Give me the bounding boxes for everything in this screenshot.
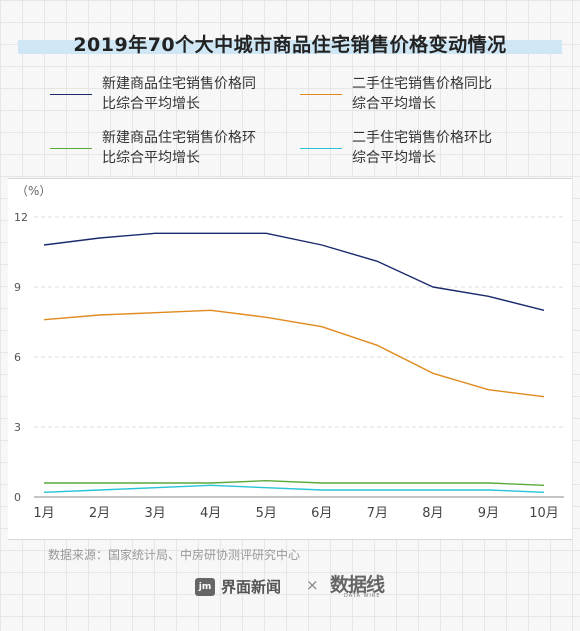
legend-swatch-second-mom bbox=[300, 147, 342, 149]
x-tick-label: 9月 bbox=[478, 506, 499, 521]
footer: jm 界面新闻 × 数据线 DATA WIRE bbox=[0, 570, 580, 604]
legend-label-second-mom: 二手住宅销售价格环比综合平均增长 bbox=[352, 130, 492, 166]
data-source: 数据来源：国家统计局、中房研协测评研究中心 bbox=[48, 548, 301, 562]
series-line-1 bbox=[43, 309, 545, 398]
x-tick-label: 8月 bbox=[422, 506, 443, 521]
legend-label-new-yoy: 新建商品住宅销售价格同比综合平均增长 bbox=[102, 76, 256, 112]
chart-title: 2019年70个大中城市商品住宅销售价格变动情况 bbox=[73, 34, 507, 56]
x-tick-label: 7月 bbox=[367, 506, 388, 521]
y-unit-label: （%） bbox=[16, 184, 51, 198]
data-wire-logo: 数据线 bbox=[330, 574, 385, 596]
x-tick-label: 1月 bbox=[33, 506, 54, 521]
times-separator: × bbox=[306, 576, 319, 594]
series-line-2 bbox=[44, 480, 545, 486]
legend: 新建商品住宅销售价格同比综合平均增长 二手住宅销售价格同比综合平均增长 新建商品… bbox=[0, 66, 580, 176]
legend-label-second-yoy: 二手住宅销售价格同比综合平均增长 bbox=[352, 76, 492, 112]
x-tick-label: 2月 bbox=[89, 506, 110, 521]
series-line-0 bbox=[43, 232, 545, 311]
legend-label-new-mom: 新建商品住宅销售价格环比综合平均增长 bbox=[102, 130, 256, 166]
x-tick-label: 4月 bbox=[200, 506, 221, 521]
legend-item-new-mom: 新建商品住宅销售价格环比综合平均增长 bbox=[50, 128, 262, 168]
brand-name: 界面新闻 bbox=[221, 578, 282, 596]
x-tick-label: 5月 bbox=[256, 506, 277, 521]
x-tick-label: 10月 bbox=[529, 506, 559, 521]
line-chart: （%） 0 3 6 9 12 1月 2月 3月 4月 5月 6月 7月 8月 9月 10月 bbox=[14, 184, 564, 521]
y-tick-label: 9 bbox=[14, 281, 21, 294]
legend-item-new-yoy: 新建商品住宅销售价格同比综合平均增长 bbox=[50, 74, 262, 114]
legend-item-second-mom: 二手住宅销售价格环比综合平均增长 bbox=[300, 128, 492, 168]
title-highlight bbox=[18, 40, 562, 54]
y-tick-label: 3 bbox=[14, 421, 21, 434]
legend-item-second-yoy: 二手住宅销售价格同比综合平均增长 bbox=[300, 74, 492, 114]
x-tick-label: 3月 bbox=[144, 506, 165, 521]
y-tick-label: 12 bbox=[14, 211, 28, 224]
legend-swatch-new-yoy bbox=[50, 93, 92, 95]
data-wire-subtitle: DATA WIRE bbox=[344, 593, 381, 599]
chart-panel: （%） 0 3 6 9 12 1月 2月 3月 4月 5月 6月 7月 8月 9月 10月 bbox=[8, 178, 572, 540]
x-tick-label: 6月 bbox=[311, 506, 332, 521]
legend-swatch-new-mom bbox=[50, 147, 92, 149]
jiemian-logo-icon: jm bbox=[195, 578, 215, 596]
y-tick-label: 6 bbox=[14, 351, 21, 364]
series-line-3 bbox=[43, 484, 545, 493]
y-tick-label: 0 bbox=[14, 491, 21, 504]
legend-swatch-second-yoy bbox=[300, 93, 342, 95]
